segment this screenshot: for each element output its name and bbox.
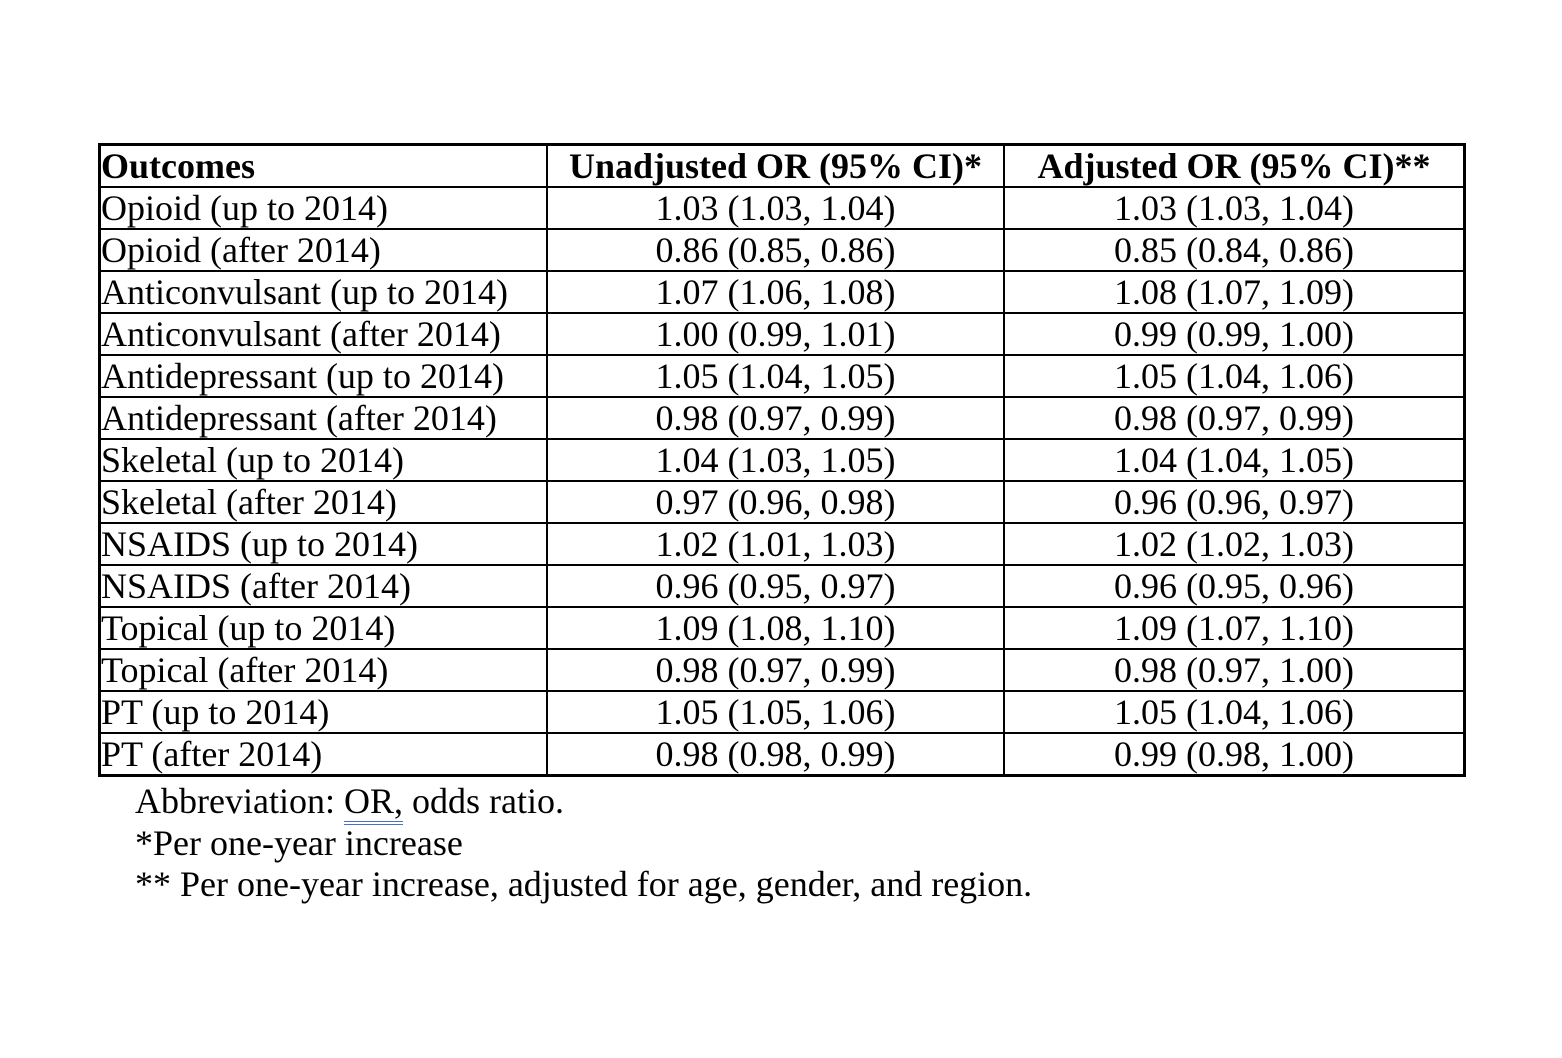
unadjusted-or-cell: 0.86 (0.85, 0.86) xyxy=(546,228,1005,272)
table-row: PT (up to 2014) 1.05 (1.05, 1.06) 1.05 (1.… xyxy=(98,690,1466,734)
outcome-cell: Opioid (after 2014) xyxy=(98,228,548,272)
table-row: Opioid (up to 2014) 1.03 (1.03, 1.04) 1.03… xyxy=(98,186,1466,230)
adjusted-or-cell: 1.04 (1.04, 1.05) xyxy=(1003,438,1466,482)
table-body: Opioid (up to 2014) 1.03 (1.03, 1.04) 1.03… xyxy=(98,186,1466,777)
table-row: PT (after 2014) 0.98 (0.98, 0.99) 0.99 (0.… xyxy=(98,732,1466,777)
outcome-cell: PT (up to 2014) xyxy=(98,690,548,734)
abbreviation-prefix: Abbreviation: xyxy=(135,781,344,821)
adjusted-or-cell: 1.08 (1.07, 1.09) xyxy=(1003,270,1466,314)
adjusted-or-cell: 0.96 (0.95, 0.96) xyxy=(1003,564,1466,608)
header-row: Outcomes Unadjusted OR (95% CI)* Adjuste… xyxy=(98,143,1466,188)
outcome-cell: Topical (after 2014) xyxy=(98,648,548,692)
adjusted-or-cell: 0.98 (0.97, 0.99) xyxy=(1003,396,1466,440)
column-header-outcomes: Outcomes xyxy=(98,143,548,188)
adjusted-or-cell: 1.02 (1.02, 1.03) xyxy=(1003,522,1466,566)
table-row: Skeletal (after 2014) 0.97 (0.96, 0.98) 0.… xyxy=(98,480,1466,524)
unadjusted-or-cell: 1.09 (1.08, 1.10) xyxy=(546,606,1005,650)
unadjusted-or-cell: 0.97 (0.96, 0.98) xyxy=(546,480,1005,524)
abbreviation-term-underlined: OR, xyxy=(343,781,403,825)
adjusted-or-cell: 1.03 (1.03, 1.04) xyxy=(1003,186,1466,230)
table-row: Opioid (after 2014) 0.86 (0.85, 0.86) 0.85… xyxy=(98,228,1466,272)
table-row: NSAIDS (after 2014) 0.96 (0.95, 0.97) 0.96… xyxy=(98,564,1466,608)
footnotes-block: Abbreviation: OR, odds ratio. *Per one-y… xyxy=(135,781,1032,906)
adjusted-or-cell: 1.09 (1.07, 1.10) xyxy=(1003,606,1466,650)
unadjusted-or-cell: 0.98 (0.98, 0.99) xyxy=(546,732,1005,777)
unadjusted-or-cell: 1.07 (1.06, 1.08) xyxy=(546,270,1005,314)
outcome-cell: Skeletal (after 2014) xyxy=(98,480,548,524)
column-header-adjusted-or: Adjusted OR (95% CI)** xyxy=(1003,143,1466,188)
outcome-cell: NSAIDS (up to 2014) xyxy=(98,522,548,566)
outcome-cell: Opioid (up to 2014) xyxy=(98,186,548,230)
unadjusted-or-cell: 1.05 (1.05, 1.06) xyxy=(546,690,1005,734)
outcome-cell: Anticonvulsant (up to 2014) xyxy=(98,270,548,314)
unadjusted-or-cell: 1.04 (1.03, 1.05) xyxy=(546,438,1005,482)
table-header: Outcomes Unadjusted OR (95% CI)* Adjuste… xyxy=(98,143,1466,188)
abbreviation-suffix: odds ratio. xyxy=(402,781,564,821)
table-row: Antidepressant (up to 2014) 1.05 (1.04, 1… xyxy=(98,354,1466,398)
adjusted-or-cell: 1.05 (1.04, 1.06) xyxy=(1003,690,1466,734)
table-row: Topical (after 2014) 0.98 (0.97, 0.99) 0.9… xyxy=(98,648,1466,692)
unadjusted-or-cell: 1.03 (1.03, 1.04) xyxy=(546,186,1005,230)
outcome-cell: Topical (up to 2014) xyxy=(98,606,548,650)
column-header-unadjusted-or: Unadjusted OR (95% CI)* xyxy=(546,143,1005,188)
outcome-cell: Skeletal (up to 2014) xyxy=(98,438,548,482)
unadjusted-or-cell: 0.98 (0.97, 0.99) xyxy=(546,648,1005,692)
odds-ratio-table: Outcomes Unadjusted OR (95% CI)* Adjuste… xyxy=(98,143,1466,777)
table-row: Anticonvulsant (after 2014) 1.00 (0.99, 1… xyxy=(98,312,1466,356)
single-asterisk-footnote: *Per one-year increase xyxy=(135,822,463,863)
outcome-cell: Anticonvulsant (after 2014) xyxy=(98,312,548,356)
abbreviation-footnote: Abbreviation: OR, odds ratio. xyxy=(135,781,1032,825)
table-row: Antidepressant (after 2014) 0.98 (0.97, 0… xyxy=(98,396,1466,440)
table-row: NSAIDS (up to 2014) 1.02 (1.01, 1.03) 1.02… xyxy=(98,522,1466,566)
adjusted-or-cell: 0.99 (0.98, 1.00) xyxy=(1003,732,1466,777)
table-row: Skeletal (up to 2014) 1.04 (1.03, 1.05) 1.… xyxy=(98,438,1466,482)
outcome-cell: NSAIDS (after 2014) xyxy=(98,564,548,608)
unadjusted-or-cell: 0.96 (0.95, 0.97) xyxy=(546,564,1005,608)
double-asterisk-footnote: ** Per one-year increase, adjusted for a… xyxy=(135,864,1033,904)
unadjusted-or-cell: 1.05 (1.04, 1.05) xyxy=(546,354,1005,398)
adjusted-or-cell: 0.96 (0.96, 0.97) xyxy=(1003,480,1466,524)
table-row: Anticonvulsant (up to 2014) 1.07 (1.06, 1… xyxy=(98,270,1466,314)
adjusted-or-cell: 0.85 (0.84, 0.86) xyxy=(1003,228,1466,272)
unadjusted-or-cell: 1.02 (1.01, 1.03) xyxy=(546,522,1005,566)
unadjusted-or-cell: 1.00 (0.99, 1.01) xyxy=(546,312,1005,356)
unadjusted-or-cell: 0.98 (0.97, 0.99) xyxy=(546,396,1005,440)
outcome-cell: PT (after 2014) xyxy=(98,732,548,777)
adjusted-or-cell: 0.98 (0.97, 1.00) xyxy=(1003,648,1466,692)
table-row: Topical (up to 2014) 1.09 (1.08, 1.10) 1.0… xyxy=(98,606,1466,650)
adjusted-or-cell: 1.05 (1.04, 1.06) xyxy=(1003,354,1466,398)
outcome-cell: Antidepressant (up to 2014) xyxy=(98,354,548,398)
outcome-cell: Antidepressant (after 2014) xyxy=(98,396,548,440)
adjusted-or-cell: 0.99 (0.99, 1.00) xyxy=(1003,312,1466,356)
